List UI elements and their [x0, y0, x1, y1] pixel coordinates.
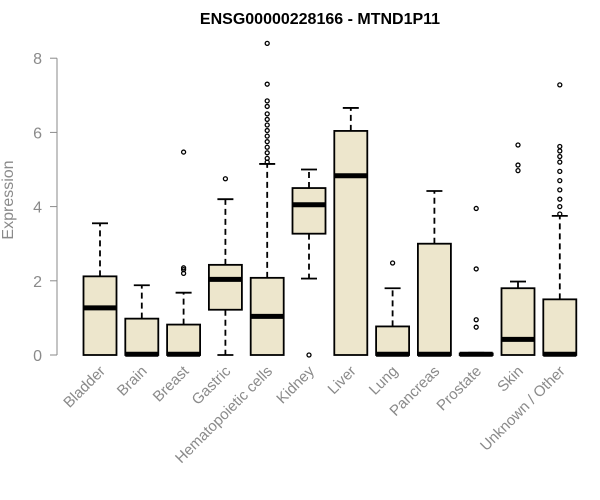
- box-brain: [124, 284, 160, 357]
- box-pancreas: [416, 190, 452, 357]
- outlier-point: [557, 168, 563, 175]
- iqr-box: [416, 242, 452, 356]
- outlier-point: [557, 148, 563, 154]
- box-gastric: [207, 176, 243, 356]
- iqr-box: [542, 298, 578, 356]
- outlier-point: [264, 127, 270, 134]
- iqr-box: [207, 263, 243, 311]
- box-liver: [333, 107, 369, 356]
- outlier-point: [180, 265, 187, 271]
- outlier-point: [557, 196, 563, 202]
- outlier-point: [264, 40, 270, 47]
- x-tick-label: Kidney: [273, 362, 318, 407]
- outlier-point: [264, 122, 270, 128]
- y-tick-label: 6: [33, 125, 42, 142]
- outlier-point: [306, 352, 312, 358]
- iqr-box: [500, 287, 536, 356]
- chart-title: ENSG00000228166 - MTND1P11: [200, 11, 440, 28]
- iqr-box: [166, 323, 202, 356]
- box-breast: [166, 149, 202, 357]
- box-bladder: [82, 222, 118, 356]
- outlier-point: [389, 260, 396, 266]
- y-axis-label: Expression: [0, 160, 17, 239]
- outlier-point: [264, 111, 270, 117]
- x-tick-label: Prostate: [433, 363, 485, 415]
- outlier-point: [264, 139, 270, 145]
- outlier-point: [264, 150, 270, 156]
- box-skin: [500, 142, 536, 356]
- outlier-point: [515, 162, 521, 168]
- outlier-point: [557, 143, 563, 150]
- outlier-point: [264, 133, 270, 139]
- y-axis: 0 2 4 6 8: [33, 51, 58, 365]
- box-hematopoietic-cells: [249, 40, 285, 356]
- outlier-point: [264, 103, 270, 110]
- y-tick-label: 4: [33, 200, 42, 217]
- outlier-point: [180, 267, 187, 273]
- x-tick-label: Skin: [494, 363, 527, 396]
- outlier-point: [264, 81, 270, 87]
- outlier-point: [264, 144, 270, 150]
- outlier-point: [557, 203, 563, 210]
- x-tick-label: Liver: [325, 363, 360, 398]
- x-tick-label: Lung: [366, 363, 402, 399]
- outlier-point: [222, 176, 229, 182]
- y-tick-label: 8: [33, 51, 42, 68]
- box-prostate: [458, 205, 494, 357]
- outlier-point: [515, 167, 521, 174]
- outlier-point: [264, 155, 270, 162]
- iqr-box: [333, 130, 369, 356]
- outlier-point: [473, 205, 479, 212]
- box-unknown-other: [542, 82, 578, 357]
- outlier-point: [557, 187, 563, 193]
- outlier-point: [473, 317, 479, 323]
- iqr-box: [291, 187, 327, 235]
- outlier-point: [180, 149, 187, 155]
- outlier-point: [557, 159, 563, 165]
- box-series: [82, 40, 578, 358]
- iqr-box: [124, 317, 160, 356]
- y-tick-label: 2: [33, 274, 42, 291]
- outlier-point: [515, 142, 521, 148]
- outlier-point: [473, 324, 479, 330]
- x-tick-label: Breast: [150, 362, 193, 405]
- box-kidney: [291, 168, 327, 358]
- outlier-point: [557, 211, 563, 217]
- box-lung: [375, 260, 411, 357]
- outlier-point: [473, 266, 479, 272]
- x-tick-label: Bladder: [60, 363, 109, 412]
- iqr-box: [82, 275, 118, 356]
- outlier-point: [264, 98, 270, 104]
- y-tick-label: 0: [33, 348, 42, 365]
- outlier-point: [264, 116, 270, 123]
- x-tick-label: Brain: [114, 363, 151, 400]
- outlier-point: [557, 82, 563, 88]
- iqr-box: [375, 325, 411, 356]
- outlier-point: [557, 153, 563, 160]
- outlier-point: [557, 177, 563, 184]
